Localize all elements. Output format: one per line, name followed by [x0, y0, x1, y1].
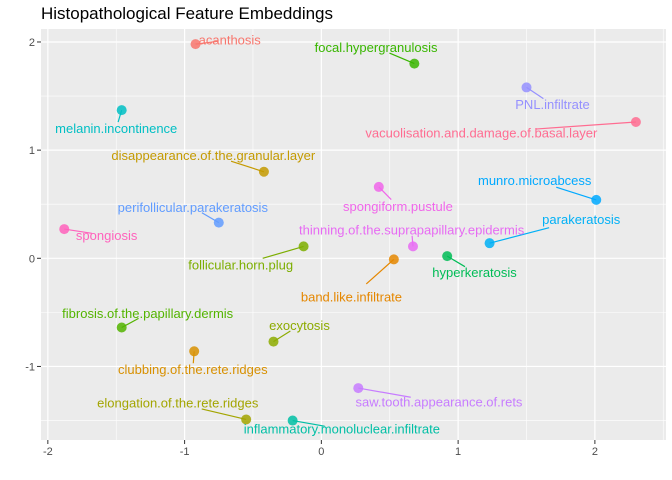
label-connector [365, 258, 395, 285]
data-label: focal.hypergranulosis [315, 40, 438, 55]
data-label: band.like.infiltrate [301, 290, 402, 305]
label-connector [230, 160, 265, 173]
data-point [388, 254, 399, 265]
x-tick-label: 2 [592, 446, 598, 458]
grid [41, 29, 666, 440]
data-label: vacuolisation.and.damage.of.basal.layer [365, 125, 598, 140]
data-label: fibrosis.of.the.papillary.dermis [62, 306, 233, 321]
data-label: acanthosis [199, 32, 262, 47]
data-label: spongiosis [76, 228, 138, 243]
data-label: disappearance.of.the.granular.layer [111, 148, 315, 163]
data-label: elongation.of.the.rete.ridges [97, 396, 259, 411]
data-point [287, 415, 298, 426]
label-connector [358, 387, 411, 398]
plot-panel [41, 29, 666, 440]
data-point [258, 166, 269, 177]
x-tick-label: -1 [180, 446, 190, 458]
label-connector [489, 227, 550, 244]
label-connector [292, 419, 325, 427]
y-tick-label: 1 [29, 145, 35, 157]
data-point [373, 181, 384, 192]
data-label: exocytosis [269, 318, 330, 333]
data-point [190, 39, 201, 50]
data-point [241, 414, 252, 425]
y-tick-label: -1 [25, 361, 35, 373]
data-point [59, 224, 70, 235]
data-label: spongiform.pustule [343, 199, 453, 214]
x-tick-label: 0 [318, 446, 324, 458]
data-point [268, 336, 279, 347]
data-point [353, 383, 364, 394]
data-point [298, 241, 309, 252]
data-point [213, 217, 224, 228]
label-connector [535, 121, 636, 130]
data-points [59, 39, 641, 426]
data-label: clubbing.of.the.rete.ridges [118, 362, 268, 377]
x-tick-label: -2 [43, 446, 53, 458]
x-tick-label: 1 [455, 446, 461, 458]
data-point [442, 251, 453, 262]
label-connector [262, 245, 304, 259]
data-point [409, 58, 420, 69]
data-label: inflammatory.monoluclear.infiltrate [244, 422, 440, 437]
data-point [630, 117, 641, 128]
data-label: saw.tooth.appearance.of.rets [355, 395, 522, 410]
data-point [521, 82, 532, 93]
data-label: follicular.horn.plug [188, 257, 293, 272]
data-label: thinning.of.the.suprapapillary.epidermis [299, 223, 525, 238]
axes: -2 -1 0 1 2 -1 0 1 2 [25, 37, 598, 458]
data-point [189, 346, 200, 357]
data-point [116, 322, 127, 333]
data-label: hyperkeratosis [432, 265, 517, 280]
data-labels: acanthosis focal.hypergranulosis PNL.infil… [55, 32, 621, 436]
label-connector [556, 186, 597, 201]
data-point [116, 105, 127, 116]
label-connector [201, 408, 247, 421]
data-point [591, 194, 602, 205]
data-point [407, 241, 418, 252]
data-label: PNL.infiltrate [515, 97, 589, 112]
chart-title: Histopathological Feature Embeddings [41, 4, 334, 23]
y-tick-label: 0 [29, 253, 35, 265]
data-point [484, 238, 495, 249]
data-label: parakeratosis [542, 212, 621, 227]
data-label: munro.microabcess [478, 173, 592, 188]
data-label: perifollicular.parakeratosis [118, 200, 269, 215]
data-label: melanin.incontinence [55, 121, 177, 136]
y-tick-label: 2 [29, 37, 35, 49]
